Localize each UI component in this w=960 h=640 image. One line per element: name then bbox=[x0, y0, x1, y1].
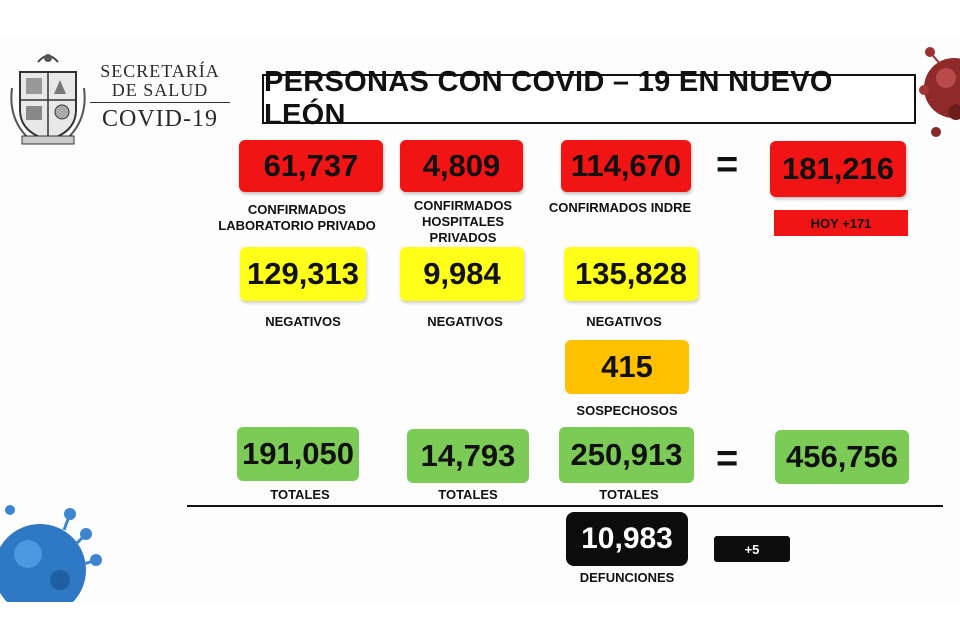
totals-2-label: TOTALES bbox=[438, 487, 498, 502]
totals-1-label: TOTALES bbox=[270, 487, 330, 502]
ministry-logo-text: SECRETARÍA DE SALUD COVID-19 bbox=[90, 62, 230, 132]
confirmed-private-lab-label: CONFIRMADOS LABORATORIO PRIVADO bbox=[218, 202, 376, 234]
totals-1-value: 191,050 bbox=[237, 427, 359, 481]
confirmed-private-lab-value: 61,737 bbox=[239, 140, 383, 192]
coat-of-arms-icon bbox=[8, 48, 88, 148]
negatives-3-label: NEGATIVOS bbox=[586, 314, 662, 329]
confirmed-indre-label: CONFIRMADOS INDRE bbox=[548, 200, 692, 215]
negatives-1-value: 129,313 bbox=[240, 247, 366, 301]
divider-line bbox=[187, 505, 943, 507]
page-title-box: PERSONAS CON COVID – 19 EN NUEVO LEÓN bbox=[262, 66, 916, 131]
deaths-today-badge: +5 bbox=[714, 536, 790, 562]
label-line: CONFIRMADOS bbox=[413, 198, 513, 213]
label-line: LABORATORIO PRIVADO bbox=[218, 218, 376, 233]
infographic-canvas bbox=[0, 38, 960, 602]
page-title: PERSONAS CON COVID – 19 EN NUEVO LEÓN bbox=[264, 66, 833, 131]
label-line: CONFIRMADOS bbox=[247, 202, 347, 217]
label-line: HOSPITALES PRIVADOS bbox=[421, 214, 505, 245]
negatives-2-value: 9,984 bbox=[400, 247, 524, 301]
grand-total-value: 456,756 bbox=[775, 430, 909, 484]
org-line-3: COVID-19 bbox=[102, 106, 218, 132]
negatives-2-label: NEGATIVOS bbox=[427, 314, 503, 329]
totals-2-value: 14,793 bbox=[407, 429, 529, 483]
org-line-1: SECRETARÍA bbox=[100, 61, 220, 81]
totals-3-value: 250,913 bbox=[559, 427, 694, 483]
confirmed-private-hosp-label: CONFIRMADOS HOSPITALES PRIVADOS bbox=[388, 198, 538, 246]
confirmed-total-value: 181,216 bbox=[770, 141, 906, 197]
suspects-label: SOSPECHOSOS bbox=[576, 403, 678, 418]
suspects-value: 415 bbox=[565, 340, 689, 394]
org-line-2: DE SALUD bbox=[111, 80, 209, 100]
confirmed-private-hosp-value: 4,809 bbox=[400, 140, 523, 192]
totals-3-label: TOTALES bbox=[599, 487, 659, 502]
equals-sign-confirmed: = bbox=[716, 144, 739, 186]
coronavirus-icon bbox=[0, 490, 110, 616]
negatives-3-value: 135,828 bbox=[564, 247, 698, 301]
deaths-label: DEFUNCIONES bbox=[579, 570, 675, 585]
confirmed-indre-value: 114,670 bbox=[561, 140, 691, 192]
org-divider bbox=[90, 102, 230, 103]
negatives-1-label: NEGATIVOS bbox=[265, 314, 341, 329]
today-new-cases-badge: HOY +171 bbox=[774, 210, 908, 236]
coronavirus-icon bbox=[916, 38, 960, 148]
equals-sign-totals: = bbox=[716, 438, 739, 480]
deaths-value: 10,983 bbox=[566, 512, 688, 566]
